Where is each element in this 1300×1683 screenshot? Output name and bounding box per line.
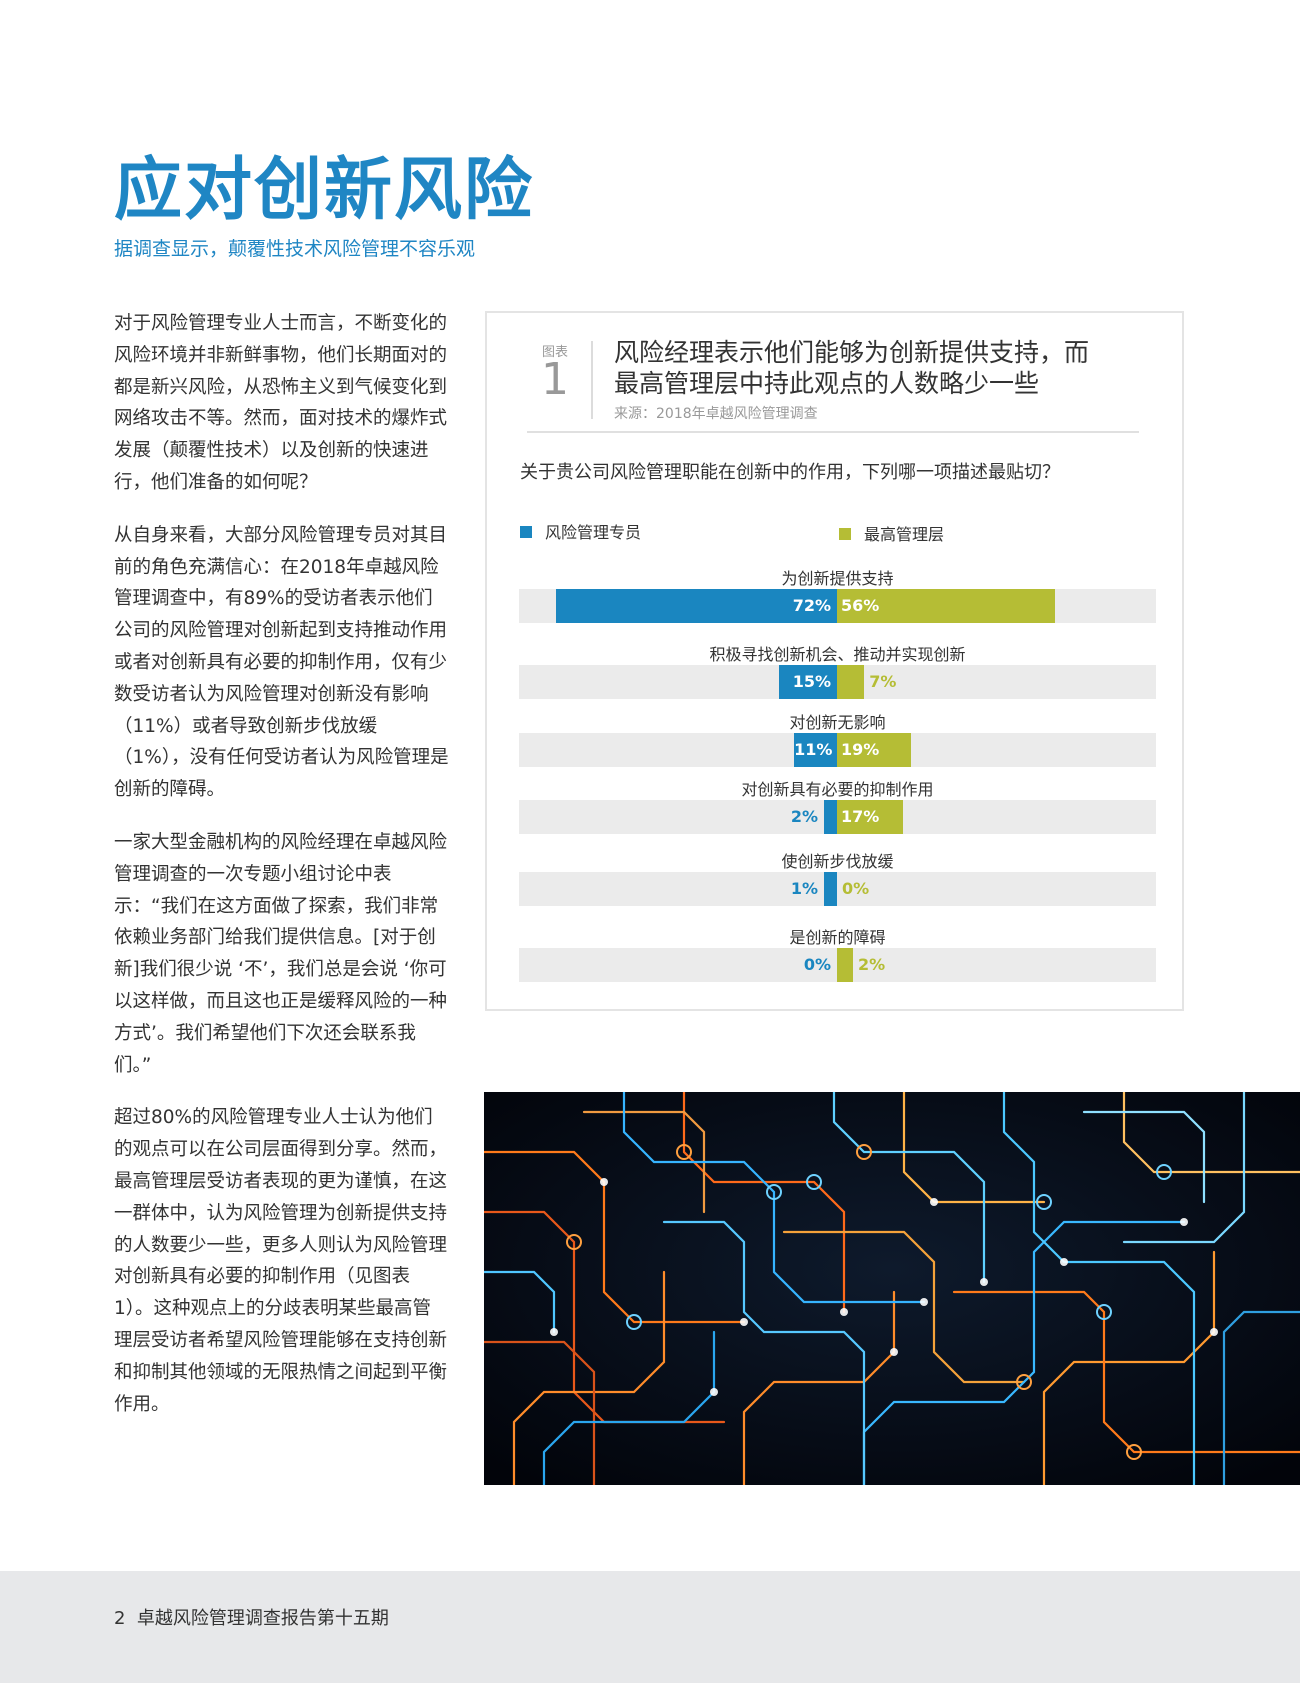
legend-label: 最高管理层 [864,525,945,544]
value-label-executives: 7% [869,672,897,691]
bar-track: 0% 2% [519,948,1156,982]
category-label: 使创新步伐放缓 [781,852,894,871]
bar-executives [837,733,912,767]
figure-title: 风险经理表示他们能够为创新提供支持，而 最高管理层中持此观点的人数略少一些 [614,337,1124,399]
legend-swatch [839,528,851,540]
paragraph: 从自身来看，大部分风险管理专员对其目前的角色充满信心：在2018年卓越风险管理调… [114,524,449,801]
value-label-executives: 56% [841,596,880,615]
figure-title-line: 风险经理表示他们能够为创新提供支持，而 [614,338,1090,367]
value-label-risk-managers: 1% [790,879,818,898]
body-text: 对于风险管理专业人士而言，不断变化的风险环境并非新鲜事物，他们长期面对的都是新兴… [114,308,449,1441]
legend-item-risk-managers: 风险管理专员 [520,519,641,543]
figure-title-line: 最高管理层中持此观点的人数略少一些 [614,369,1040,398]
page-title: 应对创新风险 [114,151,535,230]
legend-label: 风险管理专员 [545,523,642,542]
value-label-executives: 0% [842,879,870,898]
bar-executives [837,665,865,699]
value-label-risk-managers: 11% [794,740,833,759]
footer-text: 2 卓越风险管理调查报告第十五期 [114,1604,389,1630]
bar-risk-managers [824,800,837,834]
paragraph: 对于风险管理专业人士而言，不断变化的风险环境并非新鲜事物，他们长期面对的都是新兴… [114,313,448,493]
figure-number: 1 [541,354,569,405]
category-label: 对创新具有必要的抑制作用 [741,780,934,799]
publication-name: 卓越风险管理调查报告第十五期 [136,1608,389,1629]
category-label: 为创新提供支持 [781,569,894,588]
circuit-board-image [484,1092,1300,1485]
value-label-executives: 17% [841,807,880,826]
bar-risk-managers [824,872,837,906]
value-label-risk-managers: 0% [803,955,831,974]
figure-question: 关于贵公司风险管理职能在创新中的作用，下列哪一项描述最贴切？ [520,462,1060,483]
page-number: 2 [114,1608,126,1629]
bar-track: 72% 56% [519,589,1156,623]
bar-track: 11% 19% [519,733,1156,767]
bar-chart: 为创新提供支持 72% 56% 积极寻找创新机会、推动并实现创新 15% 7% 对创新无影响… [519,565,1156,985]
page-footer: 2 卓越风险管理调查报告第十五期 [0,1571,1300,1683]
bar-track: 2% 17% [519,800,1156,834]
figure-label: 图表 [541,345,568,360]
bar-risk-managers [778,665,837,699]
figure-1: 图表 1 风险经理表示他们能够为创新提供支持，而 最高管理层中持此观点的人数略少… [485,311,1184,1011]
legend-swatch [520,526,532,538]
bar-track: 15% 7% [519,665,1156,699]
bar-risk-managers [794,733,837,767]
figure-source: 来源：2018年卓越风险管理调查 [614,406,818,422]
bar-risk-managers [556,589,837,623]
value-label-risk-managers: 15% [792,672,831,691]
paragraph: 一家大型金融机构的风险经理在卓越风险管理调查的一次专题小组讨论中表示：“我们在这… [114,831,448,1076]
value-label-executives: 19% [841,740,880,759]
category-label: 是创新的障碍 [789,928,886,947]
category-label: 积极寻找创新机会、推动并实现创新 [709,645,966,664]
bar-executives [837,800,904,834]
figure-divider [591,341,593,419]
page-subtitle: 据调查显示，颠覆性技术风险管理不容乐观 [114,238,476,260]
paragraph: 超过80%的风险管理专业人士认为他们的观点可以在公司层面得到分享。然而，最高管理… [114,1107,448,1415]
category-label: 对创新无影响 [789,713,886,732]
circuit-board-photo-icon [484,1092,1300,1485]
value-label-risk-managers: 72% [792,596,831,615]
legend-item-executives: 最高管理层 [839,521,944,545]
bar-executives [837,589,1056,623]
bar-track: 1% 0% [519,872,1156,906]
value-label-executives: 2% [858,955,886,974]
bar-executives [837,948,853,982]
figure-rule [527,431,1139,433]
value-label-risk-managers: 2% [790,807,818,826]
